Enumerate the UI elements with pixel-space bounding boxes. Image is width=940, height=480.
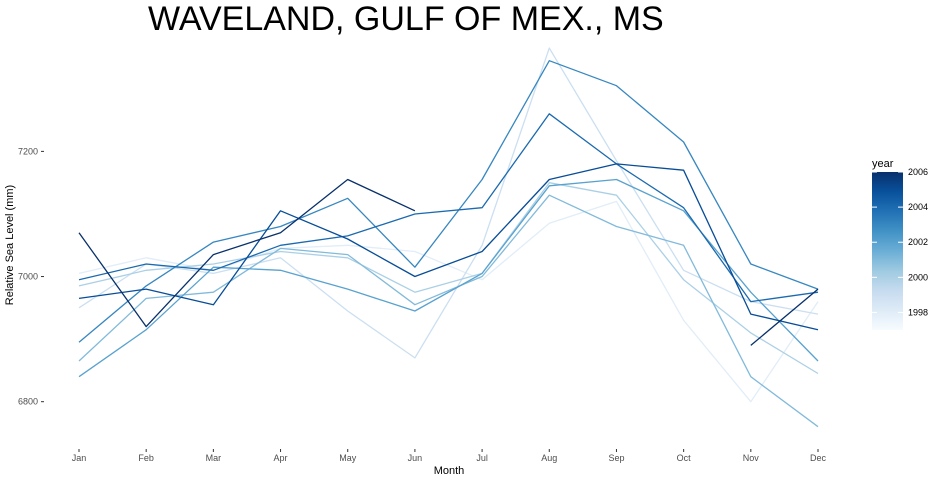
y-tick-label: 7000 [18, 272, 38, 282]
x-tick-label: Jul [476, 453, 488, 463]
chart-title: WAVELAND, GULF OF MEX., MS [148, 0, 664, 38]
series-line-1999 [78, 47, 819, 359]
series-line-2000 [78, 182, 819, 375]
series-line-2006 [750, 288, 819, 346]
legend-tick-label: 2004 [908, 202, 928, 212]
x-tick-label: Apr [274, 453, 288, 463]
x-axis: Jan Feb Mar Apr May Jun Jul Aug Sep Oct Nov Dec [72, 449, 827, 463]
x-tick-label: Aug [541, 453, 557, 463]
series-line-2001 [78, 194, 819, 428]
series-group [78, 47, 819, 428]
legend-tick-label: 2000 [908, 272, 928, 282]
series-line-2005 [78, 163, 819, 331]
y-tick-label: 7200 [18, 146, 38, 156]
series-line-2002 [78, 178, 819, 378]
series-line-2006 [78, 178, 416, 328]
series-line-2004 [78, 113, 819, 303]
x-tick-label: Jun [408, 453, 423, 463]
x-tick-label: Oct [677, 453, 692, 463]
series-line-1998 [78, 200, 819, 403]
x-tick-label: Feb [138, 453, 154, 463]
series-line-2003 [78, 60, 819, 343]
x-tick-label: Mar [206, 453, 222, 463]
x-tick-label: Jan [72, 453, 87, 463]
y-axis: 6800 7000 7200 [18, 146, 44, 407]
x-tick-label: May [339, 453, 357, 463]
y-axis-title: Relative Sea Level (mm) [4, 185, 16, 305]
x-axis-title: Month [434, 465, 465, 477]
y-tick-label: 6800 [18, 397, 38, 407]
x-tick-label: Nov [743, 453, 760, 463]
legend-colorbar [872, 172, 903, 330]
legend: year 1998 2000 2002 2004 2006 [872, 158, 928, 330]
legend-tick-label: 2006 [908, 167, 928, 177]
legend-tick-label: 2002 [908, 237, 928, 247]
legend-tick-label: 1998 [908, 307, 928, 317]
legend-title: year [872, 158, 894, 170]
x-tick-label: Sep [608, 453, 624, 463]
x-tick-label: Dec [810, 453, 827, 463]
